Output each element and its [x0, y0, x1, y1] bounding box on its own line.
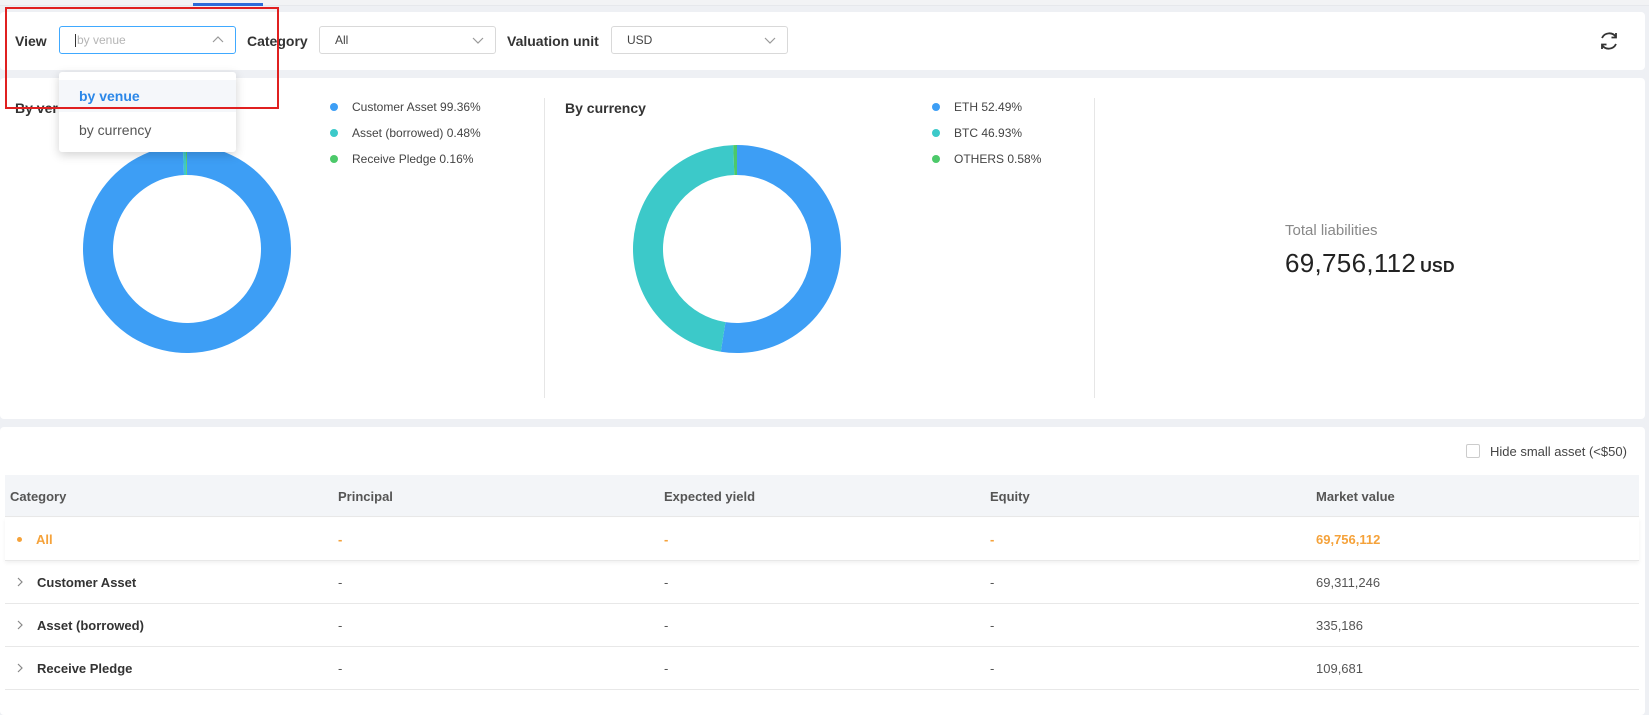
view-select-placeholder: by venue — [77, 33, 126, 47]
total-liabilities-label: Total liabilities — [1285, 222, 1378, 239]
legend-dot — [932, 155, 940, 163]
venue-donut-chart — [83, 145, 292, 353]
cell-equity: - — [990, 532, 995, 547]
legend-label: BTC 46.93% — [954, 126, 1023, 140]
currency-legend-item[interactable]: OTHERS 0.58% — [932, 152, 1041, 166]
cell-category: Receive Pledge — [37, 661, 133, 676]
venue-slice-asset-borrowed[interactable] — [182, 145, 187, 176]
chevron-up-icon — [212, 36, 224, 43]
column-header-equity[interactable]: Equity — [990, 489, 1030, 504]
cell-equity: - — [990, 575, 995, 590]
venue-chart-title: By ver — [15, 100, 58, 116]
venue-slice-receive-pledge[interactable] — [185, 145, 187, 176]
currency-slice-eth[interactable] — [720, 145, 841, 353]
cell-expected-yield: - — [664, 661, 669, 676]
cell-equity: - — [990, 618, 995, 633]
chevron-down-icon — [472, 37, 484, 44]
legend-label: OTHERS 0.58% — [954, 152, 1042, 166]
hide-small-asset-label: Hide small asset (<$50) — [1490, 444, 1627, 459]
cell-market-value: 109,681 — [1316, 661, 1363, 676]
legend-dot — [330, 129, 338, 137]
dropdown-option-by-currency[interactable]: by currency — [79, 122, 152, 138]
chart-divider — [1094, 98, 1095, 398]
charts-panel: By ver Customer Asset 99.36% Asset (borr… — [0, 78, 1645, 419]
currency-legend-item[interactable]: ETH 52.49% — [932, 100, 1022, 114]
active-tab-indicator — [193, 3, 263, 6]
chevron-right-icon[interactable] — [15, 662, 25, 674]
valuation-unit-select[interactable]: USD — [611, 26, 788, 54]
table-header: Category Principal Expected yield Equity… — [5, 475, 1639, 517]
cell-equity: - — [990, 661, 995, 676]
total-liabilities-unit: USD — [1420, 259, 1455, 276]
venue-slice-customer-asset[interactable] — [83, 145, 292, 353]
cell-principal: - — [338, 618, 343, 633]
venue-legend-item[interactable]: Customer Asset 99.36% — [330, 100, 481, 114]
category-select[interactable]: All — [319, 26, 496, 54]
legend-dot — [330, 103, 338, 111]
assets-table-card: Hide small asset (<$50) Category Princip… — [0, 427, 1645, 715]
category-select-value: All — [335, 33, 349, 47]
currency-donut-chart — [633, 145, 841, 353]
column-header-market-value[interactable]: Market value — [1316, 489, 1395, 504]
top-tab-strip — [0, 0, 1649, 6]
category-label: Category — [247, 33, 308, 49]
legend-label: Customer Asset 99.36% — [352, 100, 481, 114]
cell-principal: - — [338, 532, 343, 547]
venue-legend-item[interactable]: Asset (borrowed) 0.48% — [330, 126, 481, 140]
table-row[interactable]: Customer Asset - - - 69,311,246 — [5, 561, 1639, 604]
currency-slice-btc[interactable] — [633, 145, 735, 352]
legend-dot — [932, 129, 940, 137]
view-select[interactable]: by venue — [59, 26, 236, 54]
chevron-down-icon — [764, 37, 776, 44]
hide-small-asset-toggle[interactable]: Hide small asset (<$50) — [1466, 444, 1627, 459]
chart-divider — [544, 98, 545, 398]
valuation-unit-value: USD — [627, 33, 653, 47]
column-header-principal[interactable]: Principal — [338, 489, 393, 504]
total-liabilities-value: 69,756,112 USD — [1285, 248, 1455, 279]
legend-dot — [932, 103, 940, 111]
text-cursor — [75, 34, 76, 48]
chevron-right-icon[interactable] — [15, 619, 25, 631]
cell-expected-yield: - — [664, 532, 669, 547]
cell-market-value: 335,186 — [1316, 618, 1363, 633]
cell-market-value: 69,311,246 — [1316, 575, 1381, 590]
legend-dot — [330, 155, 338, 163]
legend-label: Receive Pledge 0.16% — [352, 152, 474, 166]
filter-bar: View by venue Category All Valuation uni… — [0, 12, 1645, 70]
cell-expected-yield: - — [664, 618, 669, 633]
view-dropdown-menu: by venue by currency — [59, 72, 236, 152]
cell-category: Customer Asset — [37, 575, 137, 590]
column-header-expected-yield[interactable]: Expected yield — [664, 489, 756, 504]
cell-category: Asset (borrowed) — [37, 618, 144, 633]
view-label: View — [15, 33, 47, 49]
legend-label: ETH 52.49% — [954, 100, 1023, 114]
currency-legend-item[interactable]: BTC 46.93% — [932, 126, 1022, 140]
table-row[interactable]: All - - - 69,756,112 — [5, 518, 1639, 561]
bullet-dot-icon — [17, 537, 22, 542]
cell-principal: - — [338, 661, 343, 676]
cell-expected-yield: - — [664, 575, 669, 590]
hide-small-asset-checkbox[interactable] — [1466, 444, 1480, 458]
dropdown-option-by-venue[interactable]: by venue — [59, 80, 236, 112]
currency-slice-others[interactable] — [733, 145, 737, 176]
cell-market-value: 69,756,112 — [1316, 532, 1381, 547]
venue-legend-item[interactable]: Receive Pledge 0.16% — [330, 152, 473, 166]
refresh-icon[interactable] — [1597, 29, 1621, 53]
cell-category: All — [36, 532, 53, 547]
currency-chart-title: By currency — [565, 100, 646, 116]
total-liabilities-amount: 69,756,112 — [1285, 248, 1417, 278]
table-row[interactable]: Receive Pledge - - - 109,681 — [5, 647, 1639, 690]
table-row[interactable]: Asset (borrowed) - - - 335,186 — [5, 604, 1639, 647]
valuation-unit-label: Valuation unit — [507, 33, 599, 49]
legend-label: Asset (borrowed) 0.48% — [352, 126, 481, 140]
chevron-right-icon[interactable] — [15, 576, 25, 588]
column-header-category[interactable]: Category — [10, 489, 67, 504]
cell-principal: - — [338, 575, 343, 590]
